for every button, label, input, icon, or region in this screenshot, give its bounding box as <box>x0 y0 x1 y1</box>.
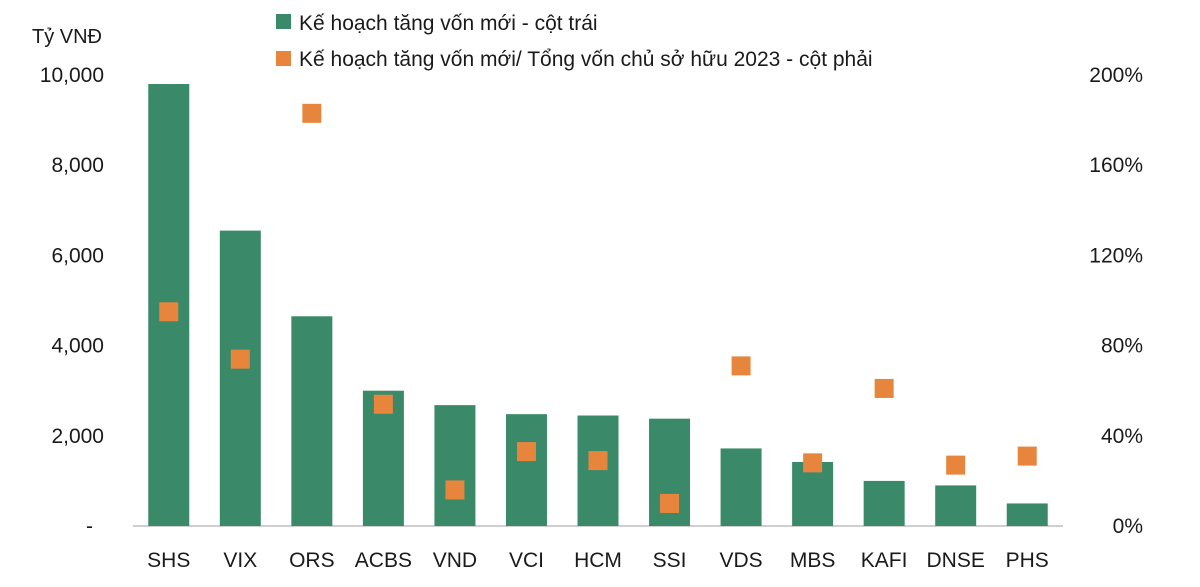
bar-ors <box>291 316 333 526</box>
marker-kafi <box>874 378 894 398</box>
category-label: PHS <box>1006 549 1049 572</box>
markers <box>159 103 1037 513</box>
legend-label-marker: Kế hoạch tăng vốn mới/ Tổng vốn chủ sở h… <box>299 48 873 71</box>
bar-vnd <box>434 405 476 526</box>
legend-label-bar: Kế hoạch tăng vốn mới - cột trái <box>299 12 598 35</box>
bar-vix <box>219 230 261 526</box>
y-left-tick-label: 6,000 <box>51 244 104 267</box>
category-label: VDS <box>719 549 762 572</box>
marker-dnse <box>946 455 966 475</box>
marker-hcm <box>588 451 608 471</box>
category-label: VIX <box>223 549 257 572</box>
marker-phs <box>1017 446 1037 466</box>
category-label: VND <box>433 549 477 572</box>
legend: Kế hoạch tăng vốn mới - cột trái Kế hoạc… <box>276 12 873 71</box>
marker-shs <box>159 302 179 322</box>
category-label: KAFI <box>861 549 908 572</box>
y-right-tick-label: 120% <box>1089 244 1143 267</box>
marker-acbs <box>373 394 393 414</box>
marker-ors <box>302 103 322 123</box>
category-label: SSI <box>653 549 687 572</box>
bar-vci <box>505 414 547 526</box>
marker-vix <box>230 349 250 369</box>
category-label: ACBS <box>355 549 412 572</box>
bar-dnse <box>935 485 977 526</box>
category-label: SHS <box>147 549 190 572</box>
y-left-unit-label: Tỷ VNĐ <box>32 26 102 48</box>
y-right-tick-label: 0% <box>1113 515 1143 538</box>
category-label: DNSE <box>927 549 985 572</box>
marker-vds <box>731 356 751 376</box>
bar-kafi <box>863 480 905 526</box>
legend-swatch-marker <box>276 51 291 66</box>
y-left-tick-label: 4,000 <box>51 335 104 358</box>
y-left-ticks: - 2,000 4,000 6,000 8,000 10,000 <box>40 64 104 538</box>
y-right-ticks: 0% 40% 80% 120% 160% 200% <box>1089 64 1143 538</box>
bar-vds <box>720 448 762 526</box>
y-right-tick-label: 200% <box>1089 64 1143 87</box>
category-labels: SHS VIX ORS ACBS VND VCI HCM SSI VDS MBS KAFI DNSE P… <box>147 549 1049 572</box>
marker-ssi <box>660 493 680 513</box>
legend-swatch-bar <box>276 14 291 29</box>
marker-vci <box>516 442 536 462</box>
y-right-tick-label: 160% <box>1089 154 1143 177</box>
category-label: HCM <box>574 549 622 572</box>
y-right-tick-label: 80% <box>1101 335 1143 358</box>
bar-mbs <box>792 461 834 526</box>
y-left-tick-label: 10,000 <box>40 64 104 87</box>
category-label: MBS <box>790 549 836 572</box>
category-label: ORS <box>289 549 335 572</box>
bar-hcm <box>577 415 619 526</box>
marker-vnd <box>445 480 465 500</box>
bar-phs <box>1006 503 1048 526</box>
y-left-tick-label: 2,000 <box>51 425 104 448</box>
y-left-tick-label: - <box>86 515 93 538</box>
y-left-tick-label: 8,000 <box>51 154 104 177</box>
category-label: VCI <box>509 549 544 572</box>
y-right-tick-label: 40% <box>1101 425 1143 448</box>
marker-mbs <box>803 453 823 473</box>
